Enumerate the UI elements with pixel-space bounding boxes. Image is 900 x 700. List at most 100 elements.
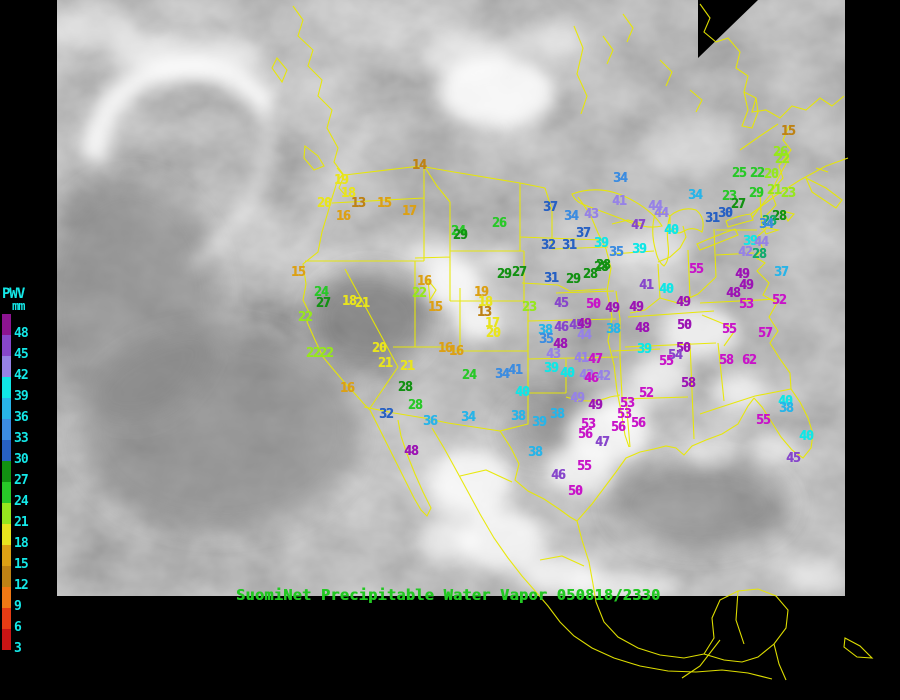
station-value: 29	[566, 272, 581, 287]
station-value: 53	[617, 407, 632, 422]
station-value: 20	[764, 167, 779, 182]
station-value: 49	[577, 317, 592, 332]
station-value: 13	[477, 305, 492, 320]
legend-swatch	[2, 335, 11, 356]
station-value: 49	[629, 300, 644, 315]
legend-row: 30	[2, 440, 48, 466]
station-value: 22	[750, 166, 765, 181]
station-value: 45	[554, 296, 569, 311]
station-value: 22	[775, 152, 790, 167]
legend-value: 24	[14, 494, 29, 509]
station-value: 38	[779, 401, 794, 416]
station-value: 40	[560, 366, 575, 381]
canada-borders	[344, 3, 849, 219]
station-value: 50	[568, 484, 583, 499]
station-value: 16	[417, 274, 432, 289]
map-title: SuomiNet Precipitable Water Vapor 050818…	[236, 586, 661, 604]
legend-swatch	[2, 629, 11, 650]
legend-row: 12	[2, 566, 48, 592]
legend-row: 36	[2, 398, 48, 424]
station-value: 23	[781, 186, 796, 201]
station-value: 41	[612, 194, 627, 209]
station-value: 30	[718, 206, 733, 221]
station-value: 55	[722, 322, 737, 337]
station-value: 38	[528, 445, 543, 460]
station-value: 37	[774, 265, 789, 280]
station-value: 43	[546, 347, 561, 362]
station-value: 34	[613, 171, 628, 186]
station-value: 22	[298, 310, 313, 325]
legend-swatch	[2, 587, 11, 608]
station-value: 62	[742, 353, 757, 368]
station-value: 47	[588, 352, 603, 367]
legend-value: 9	[14, 599, 22, 614]
station-value: 28	[772, 209, 787, 224]
legend-value: 45	[14, 347, 29, 362]
station-value: 28	[594, 260, 609, 275]
station-value: 49	[676, 295, 691, 310]
legend-row: 42	[2, 356, 48, 382]
legend-swatch	[2, 440, 11, 461]
station-value: 22	[319, 346, 334, 361]
station-value: 48	[726, 286, 741, 301]
legend-value: 15	[14, 557, 29, 572]
station-value: 44	[754, 235, 769, 250]
legend-value: 36	[14, 410, 29, 425]
station-value: 50	[677, 318, 692, 333]
station-value: 56	[631, 416, 646, 431]
station-value: 16	[449, 344, 464, 359]
station-value: 25	[732, 166, 747, 181]
state-borders	[305, 165, 779, 448]
legend-value: 6	[14, 620, 22, 635]
station-value: 15	[291, 265, 306, 280]
station-value: 45	[786, 451, 801, 466]
mexico-borders	[363, 406, 874, 681]
station-value: 53	[620, 396, 635, 411]
legend-swatch	[2, 461, 11, 482]
station-value: 15	[428, 300, 443, 315]
station-value: 48	[404, 444, 419, 459]
station-value: 44	[654, 206, 669, 221]
station-value: 40	[515, 385, 530, 400]
legend-swatch	[2, 419, 11, 440]
legend-row: 24	[2, 482, 48, 508]
station-value: 38	[550, 407, 565, 422]
station-value: 21	[400, 359, 415, 374]
station-value: 34	[495, 367, 510, 382]
station-value: 24	[314, 285, 329, 300]
legend-swatch	[2, 566, 11, 587]
station-value: 18	[478, 295, 493, 310]
station-value: 46	[551, 468, 566, 483]
station-value: 39	[594, 236, 609, 251]
station-value: 55	[689, 262, 704, 277]
legend-value: 42	[14, 368, 29, 383]
legend-value: 48	[14, 326, 29, 341]
station-value: 39	[544, 361, 559, 376]
legend-swatch	[2, 545, 11, 566]
station-value: 40	[659, 282, 674, 297]
station-value: 42	[579, 368, 594, 383]
station-value: 29	[453, 228, 468, 243]
station-value: 31	[705, 211, 720, 226]
station-value: 47	[631, 218, 646, 233]
station-value: 13	[351, 196, 366, 211]
station-value: 19	[334, 173, 349, 188]
station-value: 49	[588, 398, 603, 413]
station-value: 35	[539, 332, 554, 347]
station-value: 28	[583, 267, 598, 282]
station-value: 55	[756, 413, 771, 428]
station-value: 14	[412, 158, 427, 173]
station-value: 23	[722, 189, 737, 204]
station-value: 58	[719, 353, 734, 368]
station-value: 49	[570, 391, 585, 406]
station-value: 48	[635, 321, 650, 336]
station-value: 34	[759, 217, 774, 232]
station-value: 23	[522, 300, 537, 315]
station-value: 18	[342, 294, 357, 309]
station-value: 44	[648, 199, 663, 214]
station-value: 15	[781, 124, 796, 139]
station-value: 55	[577, 459, 592, 474]
station-value: 50	[676, 341, 691, 356]
station-value: 45	[569, 318, 584, 333]
